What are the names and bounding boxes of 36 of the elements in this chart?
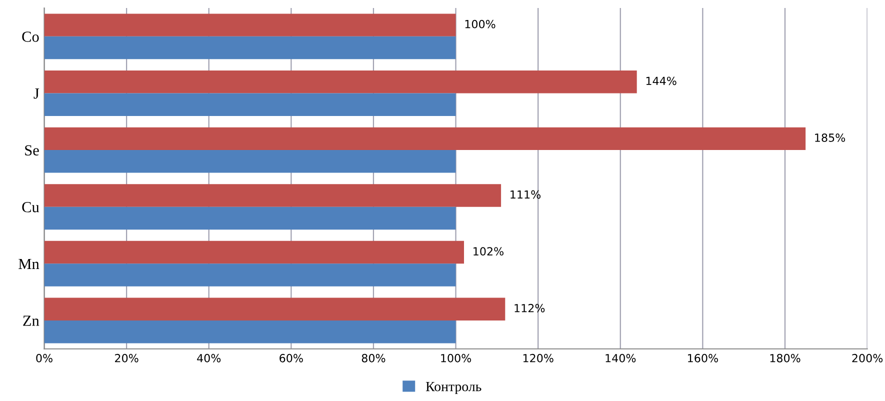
legend-label: Контроль bbox=[426, 382, 482, 394]
y-tick-label: Co bbox=[22, 32, 39, 42]
x-tick-label: 160% bbox=[688, 354, 718, 362]
x-tick-label: 180% bbox=[770, 354, 800, 362]
data-label: 144% bbox=[646, 76, 676, 86]
bar bbox=[44, 93, 456, 116]
y-tick-label: J bbox=[34, 88, 40, 99]
x-tick-label: 40% bbox=[197, 354, 221, 362]
x-tick-label: 120% bbox=[523, 354, 554, 362]
bar bbox=[44, 150, 456, 173]
bar bbox=[44, 70, 637, 94]
bar bbox=[44, 36, 456, 60]
x-tick-label: 80% bbox=[362, 354, 386, 362]
x-tick-label: 200% bbox=[852, 354, 883, 362]
x-tick-label: 60% bbox=[280, 354, 303, 362]
y-tick-label: Se bbox=[25, 145, 39, 156]
x-tick-label: 20% bbox=[115, 354, 138, 362]
data-label: 112% bbox=[514, 304, 545, 312]
x-tick-label: 0% bbox=[36, 354, 52, 362]
bar bbox=[44, 14, 456, 36]
x-tick-label: 140% bbox=[606, 354, 636, 362]
bar bbox=[44, 264, 456, 286]
data-label: 100% bbox=[465, 20, 496, 28]
bar bbox=[44, 240, 464, 264]
data-label: 102% bbox=[474, 247, 504, 256]
bar bbox=[44, 206, 456, 230]
bar bbox=[44, 184, 502, 207]
y-tick-label: Mn bbox=[18, 258, 40, 269]
bar bbox=[44, 127, 806, 150]
data-label: 111% bbox=[510, 190, 541, 199]
bar bbox=[44, 320, 456, 344]
y-tick-label: Zn bbox=[23, 316, 40, 326]
bar bbox=[44, 298, 506, 320]
data-label: 185% bbox=[815, 134, 846, 142]
y-tick-label: Cu bbox=[22, 202, 40, 212]
x-tick-label: 100% bbox=[441, 354, 472, 362]
